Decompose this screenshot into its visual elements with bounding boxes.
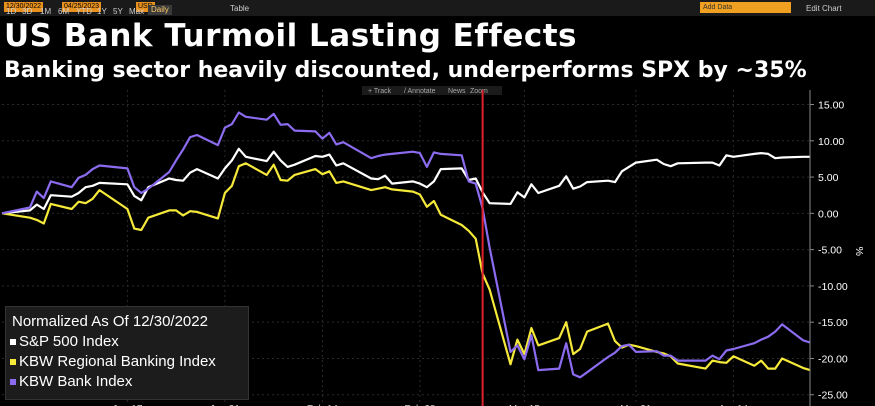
start-date-field[interactable]: 12/30/2022 bbox=[4, 2, 44, 12]
bloomberg-toolbar: 12/30/2022 04/25/2023 USD 1D 3D 1M 6M YT… bbox=[0, 0, 875, 16]
period-1d[interactable]: 1D bbox=[6, 7, 17, 16]
legend-title: Normalized As Of 12/30/2022 bbox=[12, 313, 208, 330]
chart-subtitle: Banking sector heavily discounted, under… bbox=[4, 58, 807, 83]
legend-item-bank: KBW Bank Index bbox=[10, 373, 132, 390]
table-button[interactable]: Table bbox=[230, 4, 250, 13]
legend-item-spx: S&P 500 Index bbox=[10, 333, 119, 350]
x-tick-label: Feb 28 bbox=[404, 404, 436, 406]
y-tick-label: -20.00 bbox=[818, 353, 848, 365]
chart-title: US Bank Turmoil Lasting Effects bbox=[4, 18, 578, 54]
chart-tools: + Track / Annotate News Zoom bbox=[362, 86, 502, 95]
y-tick-label: -5.00 bbox=[818, 245, 842, 257]
period-6m[interactable]: 6M bbox=[58, 7, 70, 16]
y-axis: 15.00 10.00 5.00 0.00 -5.00 -10.00 -15.00 -20.0… bbox=[809, 90, 865, 406]
add-data-button[interactable]: Add Data bbox=[700, 2, 791, 13]
chart-tool-0: + Track bbox=[368, 88, 392, 95]
period-ytd[interactable]: YTD bbox=[76, 7, 92, 16]
legend: Normalized As Of 12/30/2022 S&P 500 Inde… bbox=[5, 306, 249, 400]
line-chart: + Track / Annotate News Zoom 15.0010.005.00… bbox=[1, 86, 865, 406]
legend-swatch bbox=[10, 359, 16, 366]
y-tick-label: 10.00 bbox=[818, 136, 844, 148]
x-tick-label: Jan 31 bbox=[210, 404, 240, 406]
x-tick-label: Jan 17 bbox=[112, 404, 142, 406]
chart-tools-bar bbox=[362, 86, 502, 95]
legend-label: S&P 500 Index bbox=[19, 333, 119, 350]
legend-item-regional: KBW Regional Banking Index bbox=[10, 353, 216, 370]
y-tick-label: 15.00 bbox=[818, 100, 844, 112]
legend-swatch bbox=[10, 379, 16, 386]
period-1y[interactable]: 1Y bbox=[97, 7, 107, 16]
y-tick-label: 5.00 bbox=[818, 172, 839, 184]
period-5y[interactable]: 5Y bbox=[113, 7, 123, 16]
edit-chart-button[interactable]: Edit Chart bbox=[806, 4, 842, 13]
x-tick-label: Apr 14 bbox=[719, 404, 749, 406]
period-max[interactable]: Max bbox=[129, 7, 145, 16]
end-date-field[interactable]: 04/25/2023 bbox=[62, 2, 102, 12]
currency-field[interactable]: USD bbox=[136, 2, 155, 12]
chart-tool-3: Zoom bbox=[470, 88, 488, 95]
series-line-2 bbox=[1, 111, 811, 379]
y-tick-label: -15.00 bbox=[818, 317, 848, 329]
chart-tool-2: News bbox=[448, 88, 466, 95]
x-tick-label: Feb 14 bbox=[307, 404, 339, 406]
legend-label: KBW Bank Index bbox=[19, 373, 133, 390]
x-tick-label: Mar 15 bbox=[509, 404, 541, 406]
frequency-dropdown[interactable]: Daily bbox=[148, 5, 172, 15]
y-axis-label: % bbox=[853, 247, 865, 256]
period-1m[interactable]: 1M bbox=[40, 7, 52, 16]
period-3d[interactable]: 3D bbox=[22, 7, 33, 16]
x-tick-label: Mar 31 bbox=[620, 404, 652, 406]
series-line-0 bbox=[1, 147, 810, 215]
legend-swatch bbox=[10, 339, 16, 346]
y-tick-label: -25.00 bbox=[818, 390, 848, 402]
legend-label: KBW Regional Banking Index bbox=[19, 353, 216, 370]
y-tick-label: -10.00 bbox=[818, 281, 848, 293]
x-axis: Jan 17 Jan 31 Feb 14 Feb 28 Mar 15 Mar 31 Apr … bbox=[112, 404, 748, 406]
chart-series bbox=[1, 90, 811, 406]
y-tick-label: 0.00 bbox=[818, 208, 839, 220]
